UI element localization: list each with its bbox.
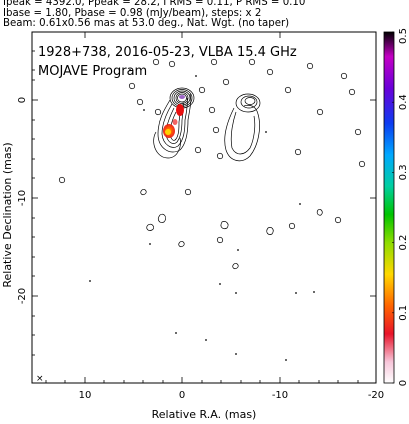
x-axis-ticks — [45, 32, 377, 383]
colorbar-tick-label: 0.3 — [398, 164, 409, 180]
image-stats-header: Ipeak = 4392.0, Ppeak = 28.2, I RMS = 0.… — [3, 0, 407, 30]
program-title: MOJAVE Program — [38, 64, 147, 79]
beam-marker: × — [36, 374, 44, 384]
header-base-steps-line: Ibase = 1.80, Pbase = 0.98 (mJy/beam), s… — [3, 7, 262, 19]
y-tick-label: 0 — [17, 97, 28, 103]
x-tick-label: 10 — [79, 390, 92, 401]
header-beam-line: Beam: 0.61x0.56 mas at 53.0 deg., Nat. W… — [3, 18, 290, 30]
colorbar-ticks — [392, 31, 394, 384]
x-axis-label: Relative R.A. (mas) — [152, 408, 257, 421]
header-peak-rms-line: Ipeak = 4392.0, Ppeak = 28.2, I RMS = 0.… — [3, 0, 306, 8]
colorbar-tick-label: 0.1 — [398, 305, 409, 321]
source-title: 1928+738, 2016-05-23, VLBA 15.4 GHz — [38, 45, 297, 60]
x-tick-label: -10 — [272, 390, 288, 401]
colorbar-tick-label: 0.2 — [398, 235, 409, 251]
y-tick-label: -20 — [17, 288, 28, 304]
x-tick-label: -20 — [368, 390, 384, 401]
x-tick-label: 0 — [179, 390, 185, 401]
polarized-jet-color — [163, 95, 185, 138]
y-axis-label: Relative Declination (mas) — [1, 142, 14, 287]
noise-dots — [89, 69, 315, 361]
plot-frame — [31, 31, 377, 384]
colorbar-tick-label: 0 — [398, 380, 409, 386]
colorbar-tick-label: 0.4 — [398, 94, 409, 110]
colorbar-tick-label: 0.5 — [398, 28, 409, 44]
y-tick-label: -10 — [17, 190, 28, 206]
colorbar — [383, 31, 395, 384]
y-axis-ticks — [32, 50, 376, 356]
